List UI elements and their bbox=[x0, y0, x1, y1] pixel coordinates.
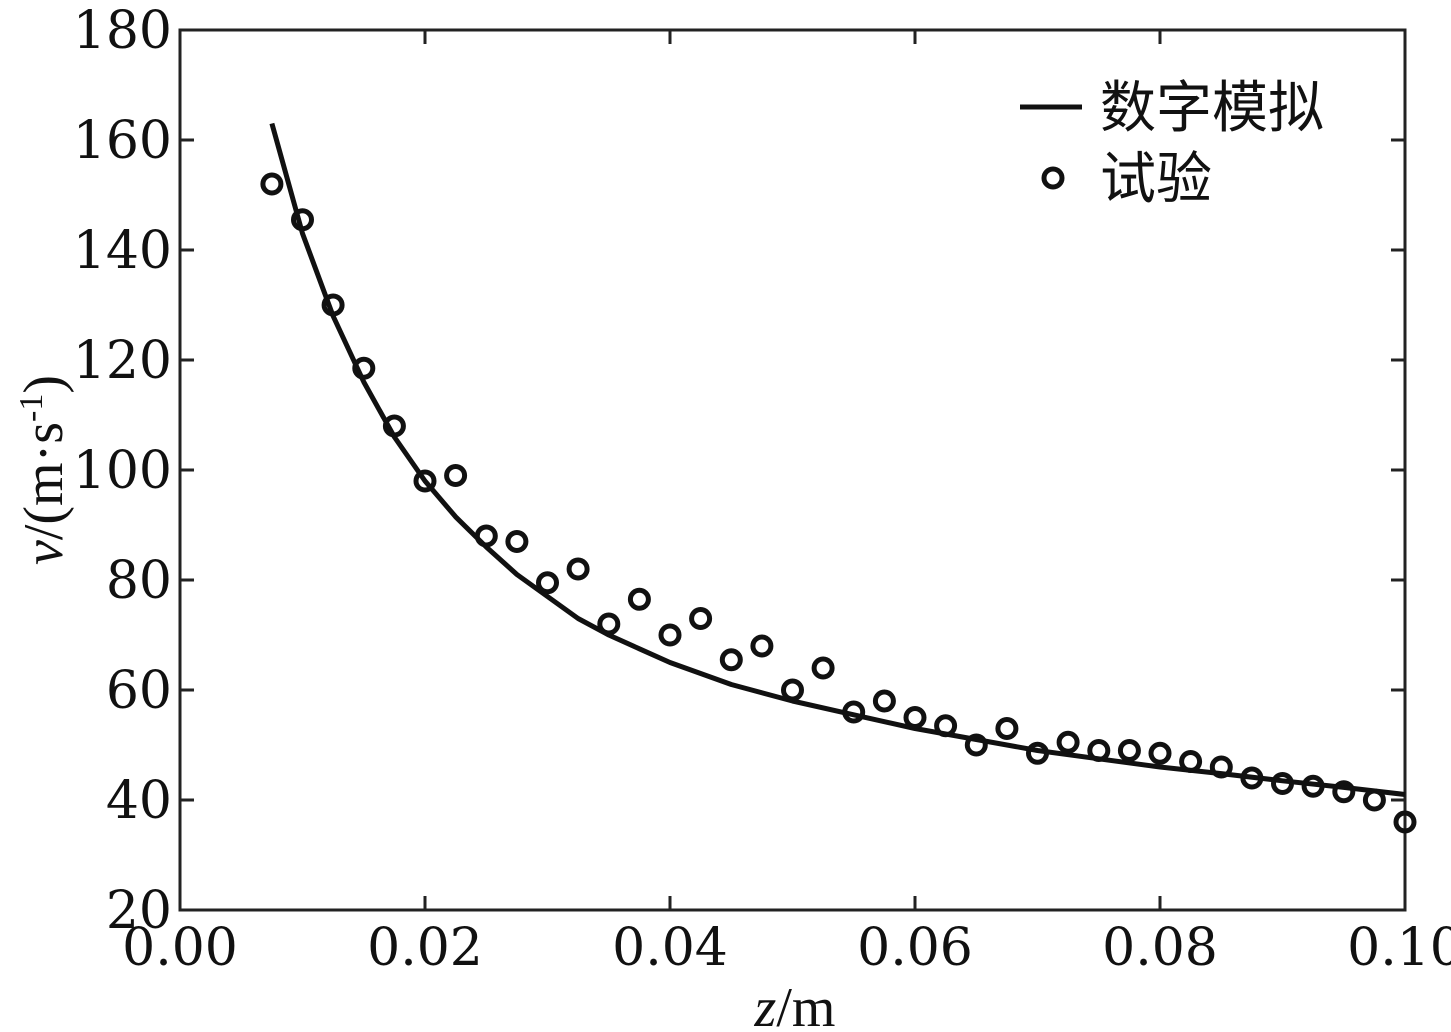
experiment-point bbox=[1117, 739, 1141, 762]
legend: 数字模拟 试验 bbox=[1020, 76, 1324, 212]
experiment-point bbox=[1026, 741, 1049, 765]
experiment-point bbox=[1056, 730, 1080, 754]
experiment-point bbox=[1393, 810, 1417, 834]
x-tick-label: 0.04 bbox=[612, 918, 728, 978]
y-tick-label: 180 bbox=[73, 1, 172, 61]
y-tick-label: 100 bbox=[73, 441, 172, 501]
experiment-point bbox=[781, 678, 804, 702]
x-tick-label: 0.10 bbox=[1347, 918, 1451, 978]
experiment-point bbox=[1362, 788, 1386, 812]
experiment-point bbox=[689, 607, 713, 630]
experiment-point bbox=[291, 208, 314, 232]
simulation-line bbox=[269, 122, 1406, 797]
experiment-point bbox=[872, 689, 896, 713]
y-tick-label: 120 bbox=[73, 331, 172, 391]
experiment-point bbox=[842, 700, 866, 724]
legend-label-simulation: 数字模拟 bbox=[1100, 76, 1324, 141]
y-axis-label: v/(m·s-1) bbox=[13, 375, 75, 565]
plot-area: 0.00 0.02 0.04 0.06 0.08 0.10 20 40 60 80 100 120 14… bbox=[73, 1, 1451, 978]
legend-marker-swatch bbox=[1041, 166, 1065, 190]
experiment-point bbox=[1148, 741, 1172, 765]
legend-label-experiment: 试验 bbox=[1100, 147, 1212, 212]
experiment-point bbox=[995, 717, 1019, 740]
experiment-point bbox=[382, 414, 406, 438]
experiment-point bbox=[536, 571, 559, 595]
experiment-point bbox=[260, 172, 284, 196]
experiment-point bbox=[597, 612, 621, 636]
y-tick-label: 80 bbox=[106, 551, 172, 611]
y-tick-label: 140 bbox=[73, 221, 172, 281]
experiment-point bbox=[750, 634, 774, 658]
experiment-point bbox=[934, 714, 958, 738]
experiment-point bbox=[964, 733, 988, 757]
experiment-point bbox=[505, 530, 529, 553]
experiment-point bbox=[1087, 739, 1111, 762]
x-tick-label: 0.06 bbox=[857, 918, 973, 978]
y-tick-label: 160 bbox=[73, 111, 172, 171]
experiment-point bbox=[903, 706, 927, 729]
experiment-point bbox=[627, 587, 651, 611]
experiment-point bbox=[1179, 750, 1203, 773]
y-tick-label: 20 bbox=[106, 881, 172, 941]
experiment-point bbox=[352, 356, 376, 380]
experiment-point bbox=[474, 524, 498, 548]
experiment-point bbox=[811, 656, 835, 680]
y-tick-label: 40 bbox=[106, 771, 172, 831]
experiment-point bbox=[658, 623, 682, 647]
x-tick-label: 0.08 bbox=[1102, 918, 1218, 978]
experiment-point bbox=[321, 293, 345, 317]
x-tick-label: 0.02 bbox=[367, 918, 483, 978]
experiment-point bbox=[444, 464, 468, 487]
experiment-point bbox=[719, 648, 743, 672]
experiment-point bbox=[1301, 774, 1325, 798]
experiment-point bbox=[1209, 755, 1233, 779]
experiment-point bbox=[413, 469, 437, 493]
experiment-point bbox=[1332, 780, 1356, 804]
x-axis-label: z/m bbox=[754, 977, 836, 1032]
y-tick-label: 60 bbox=[106, 661, 172, 721]
experiment-point bbox=[1240, 766, 1264, 790]
experiment-point bbox=[1271, 772, 1294, 795]
experiment-point bbox=[566, 557, 590, 581]
x-tick-label: 0.00 bbox=[122, 918, 238, 978]
